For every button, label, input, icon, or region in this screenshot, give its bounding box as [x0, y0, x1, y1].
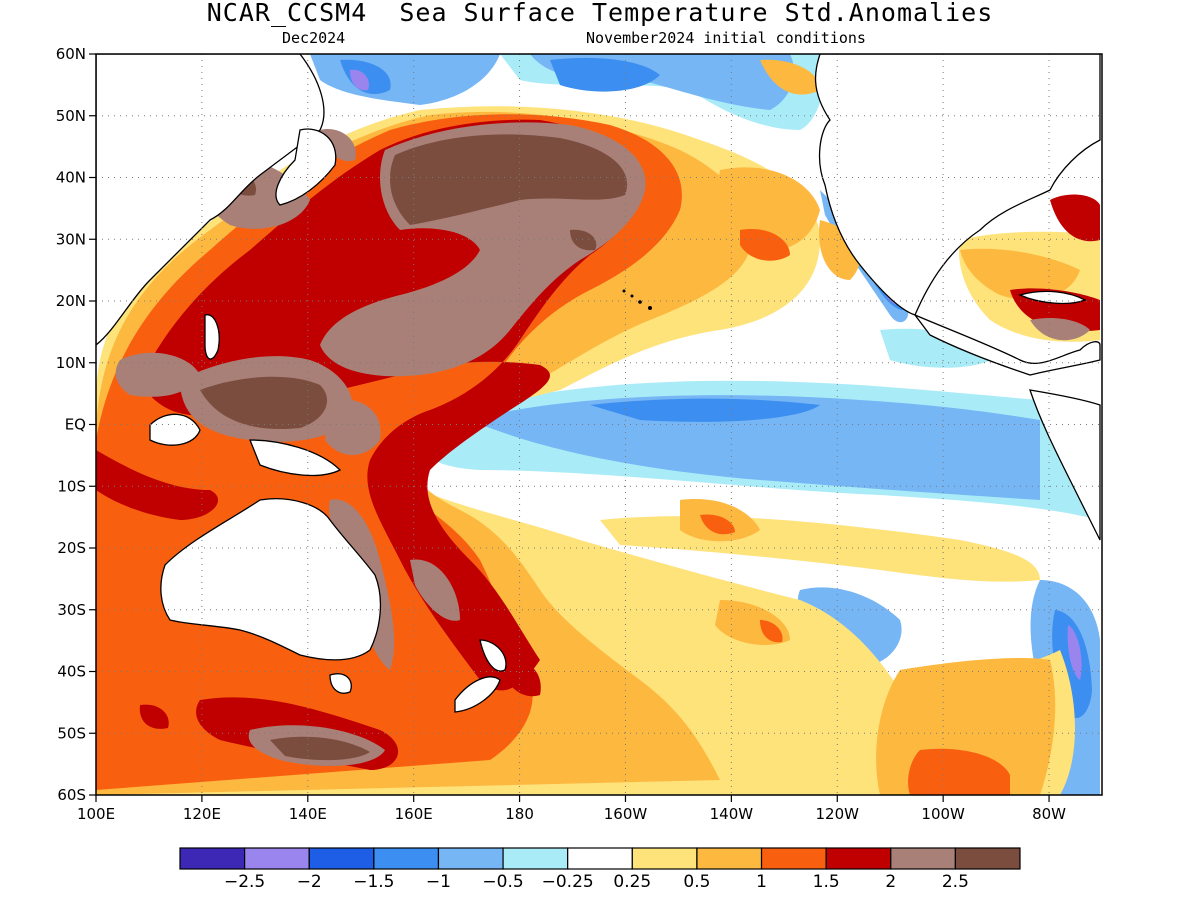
lon-tick-label: 140W: [710, 805, 754, 823]
colorbar-swatch: [437, 847, 504, 870]
colorbar-label: −2.5: [224, 872, 265, 892]
lon-tick-label: 140E: [289, 805, 327, 823]
colorbar-swatch: [308, 847, 375, 870]
colorbar-swatch: [760, 847, 827, 870]
colorbar-label: −0.25: [542, 872, 594, 892]
colorbar-swatch: [567, 847, 633, 870]
lat-tick-label: 30S: [57, 601, 86, 619]
australia-landmass: [160, 498, 382, 661]
lon-tick-label: 80W: [1032, 805, 1066, 823]
colorbar-swatch: [890, 847, 956, 870]
colorbar-swatch: [244, 847, 310, 870]
colorbar-swatch: [373, 847, 440, 870]
lon-tick-label: 100W: [921, 805, 965, 823]
colorbar-swatch: [696, 847, 763, 870]
anomaly-level-max: [200, 134, 628, 761]
colorbar-label: 2.5: [942, 872, 969, 892]
longitude-axis: 100E 120E 140E 160E 180 160W 140W 120W 100W 80W: [77, 795, 1066, 823]
lat-tick-label: 30N: [56, 230, 86, 248]
north-america-landmass: [814, 54, 1101, 316]
anomaly-field: [96, 54, 1102, 795]
colorbar-label: −2: [297, 872, 322, 892]
lon-tick-label: 120E: [183, 805, 221, 823]
colorbar-label: −1.5: [353, 872, 394, 892]
lat-tick-label: 20N: [56, 292, 86, 310]
borneo-landmass: [149, 413, 201, 446]
tasmania-landmass: [329, 673, 352, 694]
lon-tick-label: 160E: [395, 805, 433, 823]
lat-tick-label: 40S: [57, 663, 86, 681]
lat-tick-label: 50N: [56, 107, 86, 125]
latitude-axis: 60N 50N 40N 30N 20N 10N EQ 10S 20S 30S 40S 50S 60S: [56, 45, 96, 804]
map-title: NCAR_CCSM4 Sea Surface Temperature Std.A…: [206, 0, 994, 27]
lat-tick-label: 10N: [56, 354, 86, 372]
colorbar-label: 0.25: [613, 872, 651, 892]
lon-tick-label: 160W: [604, 805, 648, 823]
lat-tick-label: 40N: [56, 169, 86, 187]
colorbar-label: 2: [885, 872, 896, 892]
new-zealand-north-landmass: [479, 639, 507, 672]
colorbar-swatch: [954, 847, 1021, 870]
south-america-landmass: [1029, 389, 1101, 541]
lon-tick-label: 180: [505, 805, 534, 823]
lat-tick-label: EQ: [65, 416, 86, 434]
colorbar-swatch: [179, 847, 246, 870]
colorbar-label: 1: [756, 872, 767, 892]
lon-tick-label: 100E: [77, 805, 115, 823]
japan-landmass: [275, 128, 337, 206]
colorbar-label: 0.5: [683, 872, 710, 892]
central-america-landmass: [913, 313, 1101, 376]
colorbar-label: −0.5: [482, 872, 523, 892]
colorbar-label: 1.5: [813, 872, 840, 892]
new-zealand-south-landmass: [454, 676, 501, 713]
initial-conditions-label: November2024 initial conditions: [586, 29, 866, 47]
lat-tick-label: 60N: [56, 45, 86, 63]
land-masses: [96, 54, 1101, 713]
colorbar-swatch: [631, 847, 698, 870]
colorbar-swatch: [825, 847, 892, 870]
lat-tick-label: 20S: [57, 539, 86, 557]
colorbar-legend: −2.5 −2 −1.5 −1 −0.5 −0.25 0.25 0.5 1 1.5 2 2.5: [179, 847, 1021, 892]
lat-tick-label: 60S: [57, 786, 86, 804]
lon-tick-label: 120W: [816, 805, 860, 823]
asia-landmass: [96, 54, 325, 346]
lat-tick-label: 50S: [57, 724, 86, 742]
colorbar-label: −1: [426, 872, 451, 892]
philippines-landmass: [204, 314, 220, 360]
colorbar-swatch: [502, 847, 569, 870]
lat-tick-label: 10S: [57, 477, 86, 495]
forecast-month: Dec2024: [282, 29, 346, 47]
hawaii-islands: [622, 289, 652, 310]
cuba-landmass: [1018, 290, 1087, 305]
new-guinea-landmass: [249, 439, 342, 477]
